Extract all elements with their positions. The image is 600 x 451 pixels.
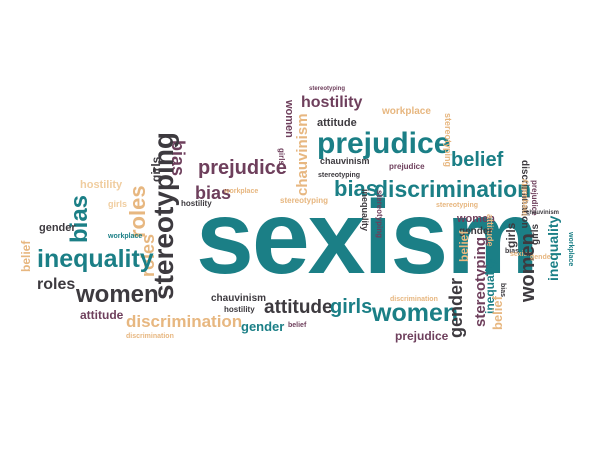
word-bias: bias (334, 176, 379, 201)
word-attitude: attitude (264, 297, 333, 318)
word-chauvinism: chauvinism (211, 293, 267, 304)
word-girls: girls (504, 222, 518, 248)
word-girls: girls (530, 223, 541, 245)
word-bias: bias (195, 183, 232, 203)
word-bias: bias (505, 248, 520, 255)
word-workplace: workplace (108, 233, 143, 240)
word-hostility: hostility (224, 305, 255, 314)
word-workplace: workplace (382, 106, 431, 117)
word-prejudice: prejudice (395, 329, 449, 343)
word-stereotyping: stereotyping (436, 202, 479, 209)
word-hostility: hostility (181, 199, 212, 208)
word-bias: bias (499, 283, 506, 298)
word-belief: belief (19, 240, 33, 272)
word-hostility: hostility (80, 179, 123, 191)
word-inequality: inequality (545, 215, 561, 281)
word-hostility: hostility (301, 94, 363, 111)
word-chauvinism: chauvinism (320, 156, 370, 166)
word-inequality: inequality (360, 189, 370, 232)
word-prejudice: prejudice (198, 157, 287, 179)
word-women: women (457, 213, 495, 225)
word-stereotyping: stereotyping (318, 172, 361, 179)
word-stereotyping: stereotyping (375, 190, 384, 239)
word-discrimination: discrimination (126, 333, 174, 340)
word-prejudice: prejudice (317, 127, 451, 160)
word-belief: belief (288, 322, 307, 329)
word-prejudice: prejudice (389, 162, 425, 171)
word-sexism: sexism (510, 251, 534, 258)
word-inequality: inequality (37, 245, 154, 273)
word-belief: belief (451, 149, 504, 171)
word-stereotyping: stereotyping (443, 113, 453, 168)
word-chauvinism: chauvinism (526, 210, 560, 216)
word-stereotyping: stereotyping (280, 196, 329, 205)
word-belief: belief (490, 296, 505, 330)
word-workplace: workplace (567, 232, 574, 267)
word-discrimination: discrimination (390, 296, 438, 303)
word-gender: gender (39, 222, 76, 234)
word-gender: gender (446, 277, 466, 338)
word-girls: girls (108, 199, 128, 209)
word-roles: roles (125, 185, 150, 238)
word-gender: gender (459, 226, 493, 237)
word-bias: bias (66, 194, 93, 243)
word-women: women (372, 299, 459, 327)
word-women: women (283, 100, 295, 138)
word-attitude: attitude (317, 117, 357, 129)
word-sexism: sexism (196, 180, 539, 296)
word-chauvinism: chauvinism (294, 113, 311, 196)
word-belief: belief (457, 230, 471, 262)
word-attitude: attitude (80, 308, 124, 322)
word-stereotyping: stereotyping (309, 86, 346, 92)
word-discrimination: discrimination (126, 312, 243, 331)
word-gender: gender (530, 254, 554, 261)
word-workplace: workplace (224, 188, 259, 195)
word-gender: gender (241, 319, 285, 334)
word-women: women (76, 281, 159, 308)
word-roles: roles (37, 276, 76, 293)
word-girls: girls (330, 296, 373, 318)
word-discrimination: discrimination (374, 176, 532, 202)
